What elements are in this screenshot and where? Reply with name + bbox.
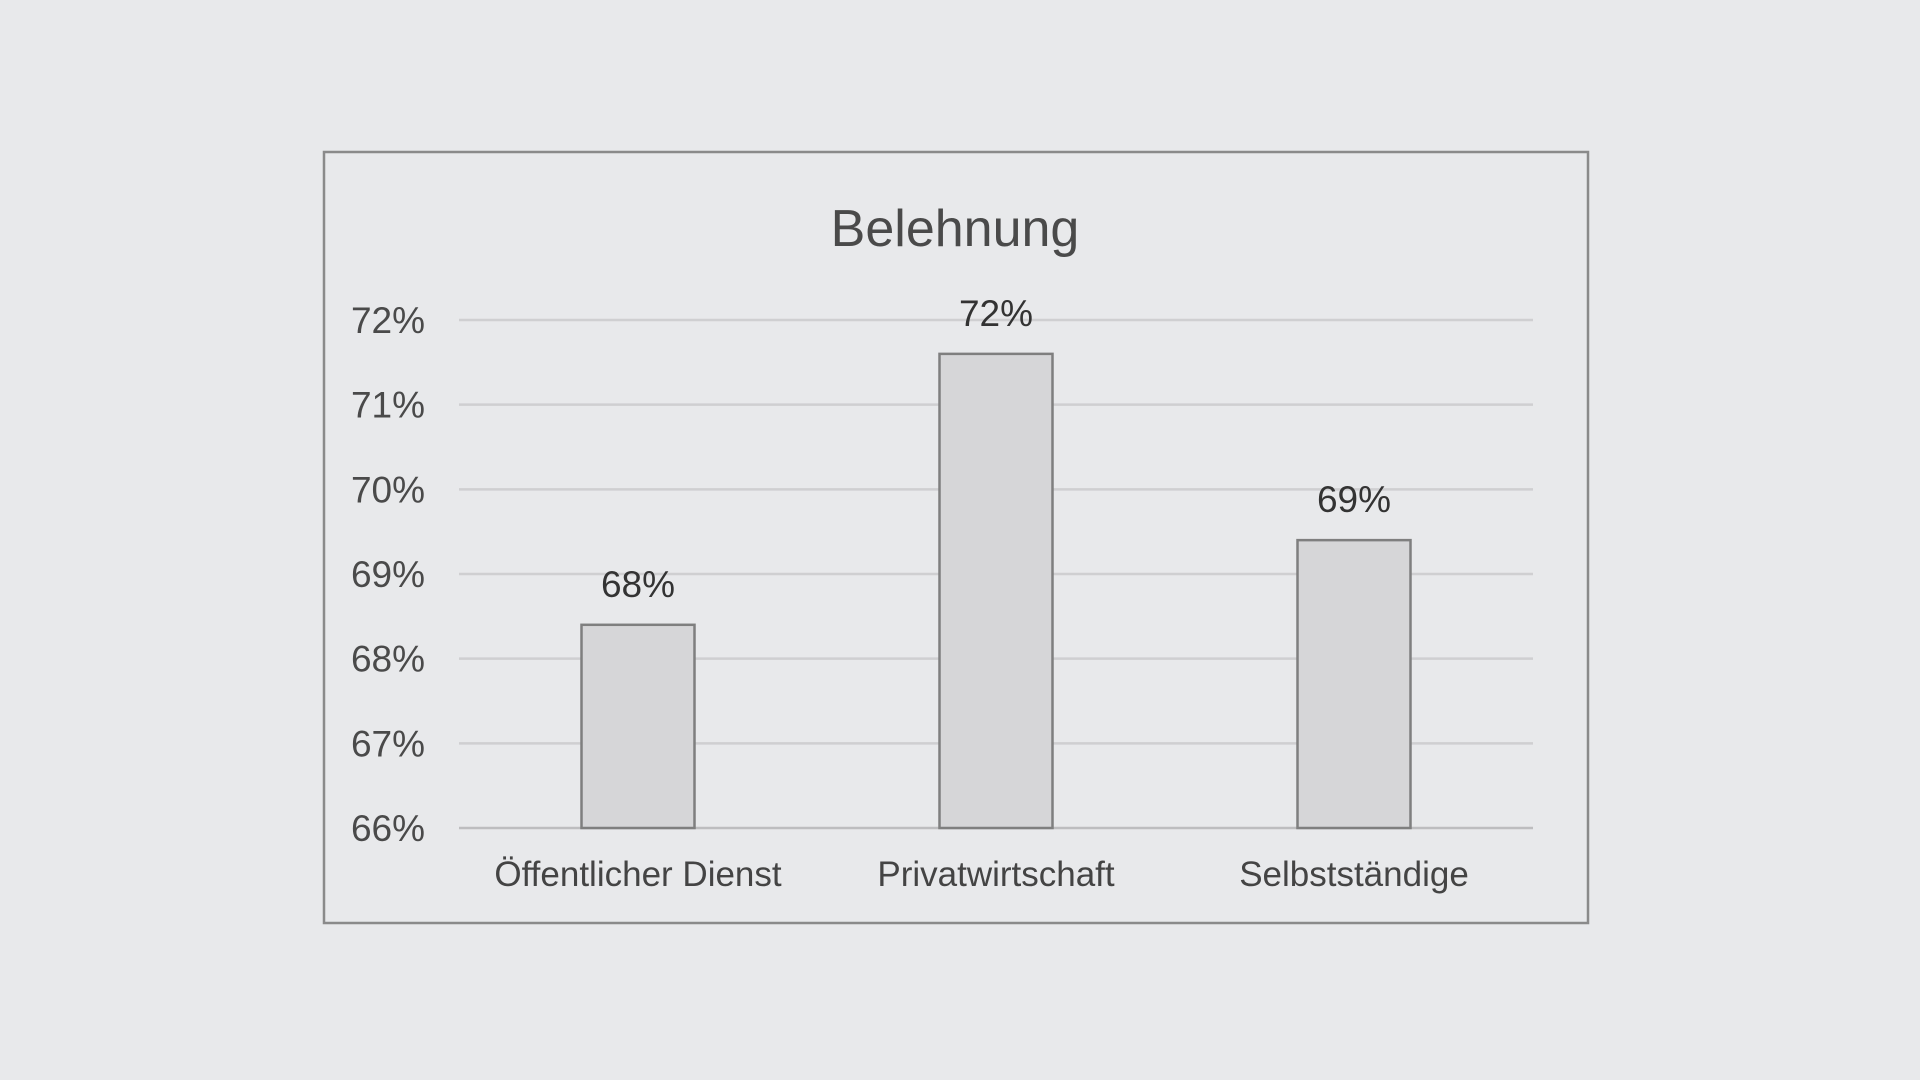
x-tick-label: Privatwirtschaft xyxy=(877,855,1115,894)
y-tick-label: 71% xyxy=(351,385,425,426)
y-tick-label: 66% xyxy=(351,808,425,849)
y-axis-ticks: 66% 67% 68% 69% 70% 71% 72% xyxy=(351,300,425,849)
y-tick-label: 70% xyxy=(351,469,425,510)
data-label: 72% xyxy=(959,293,1033,334)
bar xyxy=(938,352,1054,830)
data-label: 69% xyxy=(1317,479,1391,520)
y-tick-label: 72% xyxy=(351,300,425,341)
y-tick-label: 69% xyxy=(351,554,425,595)
y-tick-label: 68% xyxy=(351,639,425,680)
x-axis-ticks: Öffentlicher Dienst Privatwirtschaft Selbs… xyxy=(494,855,1468,894)
bar xyxy=(1296,538,1412,830)
chart-title: Belehnung xyxy=(831,200,1080,258)
data-labels: 68% 72% 69% xyxy=(601,293,1391,605)
bar xyxy=(580,623,696,830)
data-label: 68% xyxy=(601,564,675,605)
chart-frame xyxy=(322,150,1590,925)
bars xyxy=(580,352,1412,830)
x-tick-label: Selbstständige xyxy=(1239,855,1469,894)
x-tick-label: Öffentlicher Dienst xyxy=(494,855,782,894)
y-tick-label: 67% xyxy=(351,723,425,764)
